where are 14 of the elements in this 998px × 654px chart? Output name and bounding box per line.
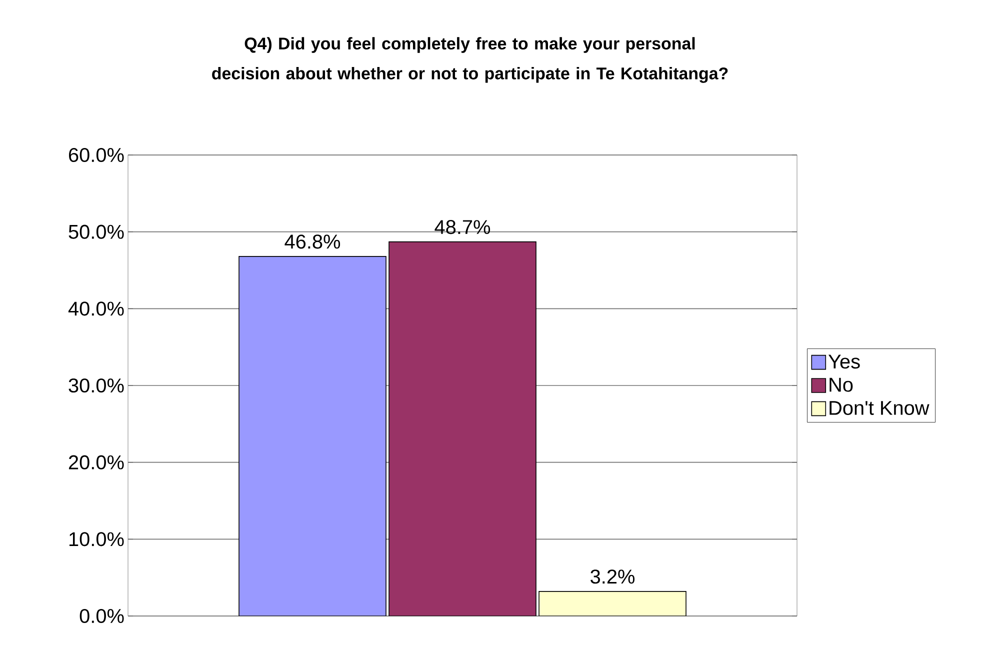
legend-label: Don't Know <box>830 401 930 415</box>
y-tick-label: 40.0% <box>68 302 124 316</box>
y-tick-label: 60.0% <box>69 148 124 162</box>
y-tick-label: 50.0% <box>68 224 124 239</box>
legend-label: Yes <box>828 354 860 369</box>
legend-label: No <box>830 378 853 392</box>
data-label: 46.8% <box>284 234 340 249</box>
chart-title: Q4) Did you feel completely free to make your personal decision about whether or not to participate in Te Kotahitanga? <box>212 37 728 83</box>
data-label: 3.2% <box>590 570 634 584</box>
y-tick-label: 20.0% <box>68 455 124 470</box>
data-label: 48.7% <box>434 220 490 234</box>
y-tick-label: 10.0% <box>70 532 124 546</box>
y-tick-label: 0.0% <box>80 608 124 624</box>
y-tick-label: 30.0% <box>68 378 124 393</box>
